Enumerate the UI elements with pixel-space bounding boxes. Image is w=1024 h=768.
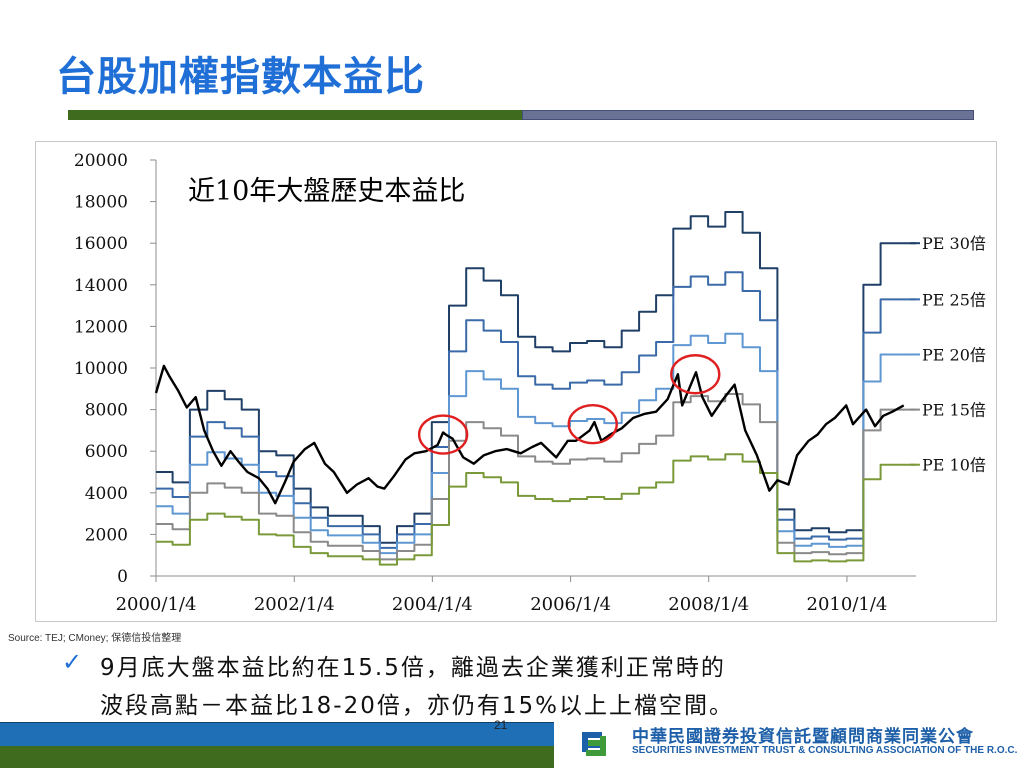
page-number: 21 <box>494 718 508 732</box>
y-tick-label: 4000 <box>85 484 128 504</box>
footer-bar-green <box>0 746 554 768</box>
legend-label-3: PE 15倍 <box>922 401 986 420</box>
title-underline-green <box>68 110 522 120</box>
series-line-2 <box>156 332 916 555</box>
chart-frame: 0 2000 4000 6000 8000 10000 12000 14000 16000 180… <box>35 141 997 622</box>
footer-bar-blue <box>0 722 554 746</box>
y-tick-label: 6000 <box>85 442 128 462</box>
y-tick-label: 14000 <box>74 276 128 296</box>
y-tick-label: 12000 <box>74 317 128 337</box>
y-tick-label: 8000 <box>85 401 128 421</box>
chart-title: 近10年大盤歷史本益比 <box>188 176 465 207</box>
x-tick-label: 2004/1/4 <box>392 594 473 615</box>
series-line-4 <box>156 453 916 566</box>
annotation-layer <box>417 354 721 455</box>
legend-layer: PE 30倍 PE 25倍 PE 20倍 PE 15倍 PE 10倍 <box>910 234 986 475</box>
legend-label-1: PE 25倍 <box>922 290 986 309</box>
association-name-en: SECURITIES INVESTMENT TRUST & CONSULTING… <box>632 745 1018 756</box>
bullet-line-1: 9月底大盤本益比約在15.5倍，離過去企業獲利正常時的 <box>100 655 726 681</box>
x-tick-label: 2010/1/4 <box>807 594 888 615</box>
x-axis: 2000/1/4 2002/1/4 2004/1/4 2006/1/4 2008/1/4… <box>116 575 916 615</box>
y-axis: 0 2000 4000 6000 8000 10000 12000 14000 16000 180… <box>74 151 157 587</box>
y-tick-label: 20000 <box>74 151 128 171</box>
highlight-circle-0 <box>417 414 469 455</box>
series-layer <box>154 211 916 566</box>
y-tick-label: 0 <box>117 567 128 587</box>
highlight-circle-2 <box>670 354 721 395</box>
legend-label-0: PE 30倍 <box>922 234 986 253</box>
checkmark-icon: ✓ <box>62 648 83 676</box>
source-note: Source: TEJ; CMoney; 保德信投信整理 <box>8 633 182 644</box>
y-tick-label: 10000 <box>74 359 128 379</box>
title-underline-slate <box>522 110 974 120</box>
legend-label-4: PE 10倍 <box>922 456 986 475</box>
y-tick-label: 18000 <box>74 193 128 213</box>
pe-band-chart: 0 2000 4000 6000 8000 10000 12000 14000 16000 180… <box>74 151 986 615</box>
association-name-zh: 中華民國證券投資信託暨顧問商業同業公會 <box>632 727 974 747</box>
x-tick-label: 2006/1/4 <box>530 594 611 615</box>
y-tick-label: 16000 <box>74 234 128 254</box>
page-title: 台股加權指數本益比 <box>56 54 425 100</box>
highlight-circle-1 <box>567 403 618 445</box>
x-tick-label: 2000/1/4 <box>116 594 197 615</box>
series-line-1 <box>156 271 916 549</box>
association-logo-icon <box>582 732 606 756</box>
x-tick-label: 2002/1/4 <box>254 594 335 615</box>
legend-label-2: PE 20倍 <box>922 345 986 364</box>
x-tick-label: 2008/1/4 <box>668 594 749 615</box>
series-line-5 <box>154 364 905 505</box>
bullet-line-2: 波段高點－本益比18-20倍，亦仍有15%以上上檔空間。 <box>100 693 734 719</box>
y-tick-label: 2000 <box>85 525 128 545</box>
